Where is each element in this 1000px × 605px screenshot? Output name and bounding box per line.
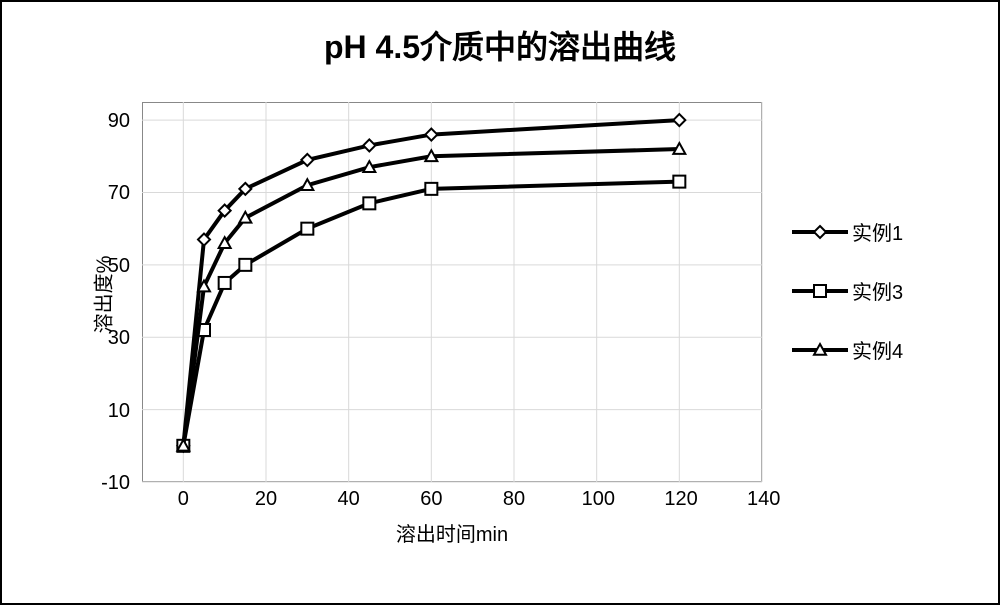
x-tick-label: 120 [664,488,694,511]
chart-container: pH 4.5介质中的溶出曲线 -101030507090 02040608010… [0,0,1000,605]
y-tick-label: 10 [108,400,130,423]
chart-svg [142,102,762,482]
x-tick-label: 60 [416,488,446,511]
chart-title: pH 4.5介质中的溶出曲线 [2,2,998,68]
legend-item: 实例1 [792,217,903,246]
x-tick-label: 140 [747,488,777,511]
y-tick-label: 70 [108,182,130,205]
legend: 实例1 实例3 实例4 [792,217,903,394]
legend-marker-icon [792,340,848,360]
legend-label: 实例1 [852,217,903,246]
legend-label: 实例3 [852,276,903,305]
y-tick-label: 90 [108,110,130,133]
x-tick-label: 0 [168,488,198,511]
y-tick-label: -10 [101,472,130,495]
y-axis-label: 溶出度% [88,235,117,355]
legend-marker-icon [792,281,848,301]
legend-label: 实例4 [852,335,903,364]
x-tick-label: 80 [499,488,529,511]
legend-item: 实例4 [792,335,903,364]
x-tick-label: 100 [582,488,612,511]
x-tick-label: 20 [251,488,281,511]
legend-marker-icon [792,222,848,242]
legend-item: 实例3 [792,276,903,305]
x-axis-label: 溶出时间min [372,518,532,547]
x-tick-label: 40 [334,488,364,511]
